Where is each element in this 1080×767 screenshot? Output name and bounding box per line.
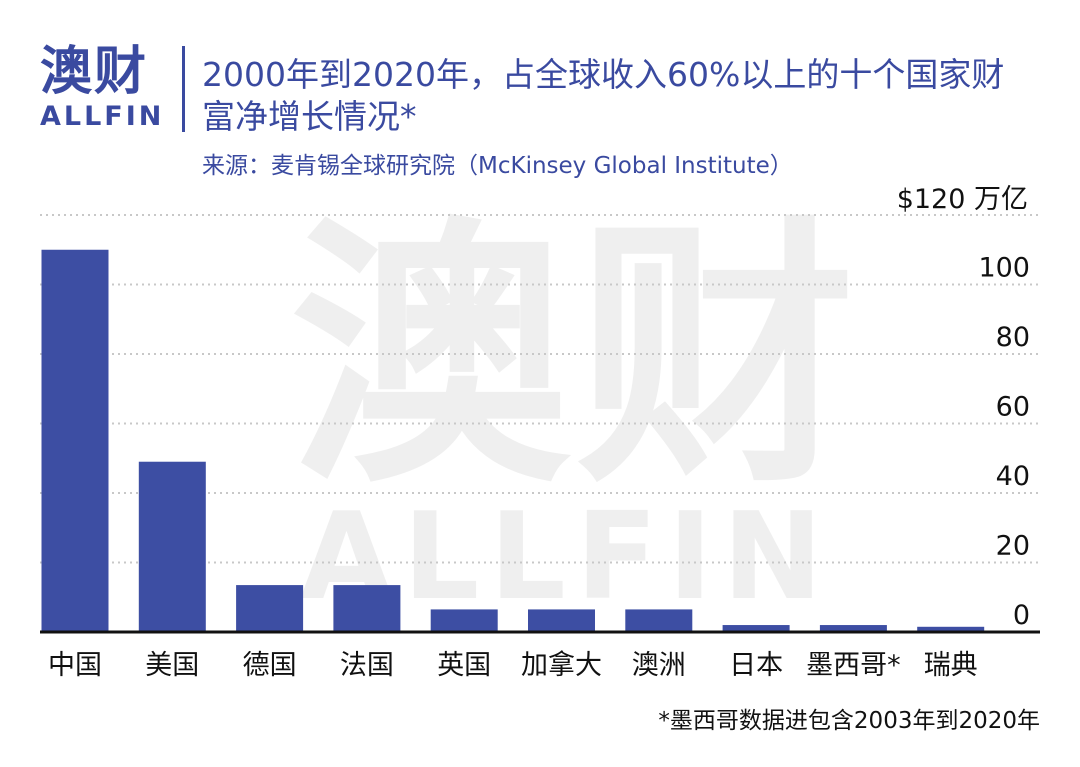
brand-logo-en: ALLFIN	[40, 101, 165, 132]
chart-title: 2000年到2020年，占全球收入60%以上的十个国家财富净增长情况*	[202, 55, 1005, 136]
bar	[819, 625, 887, 632]
x-tick-label: 日本	[729, 650, 783, 681]
bar	[625, 609, 693, 632]
x-tick-label: 美国	[145, 650, 199, 681]
bar	[138, 461, 206, 632]
y-tick-label: 100	[978, 253, 1030, 284]
x-tick-label: 德国	[243, 650, 297, 681]
watermark-logo-cn: 澳财	[290, 195, 862, 521]
y-tick-label: 0	[1013, 600, 1030, 631]
bar	[917, 626, 985, 632]
x-tick-label: 法国	[340, 650, 394, 681]
bar	[528, 609, 595, 632]
x-tick-label: 瑞典	[924, 650, 978, 681]
brand-logo-cn: 澳财	[40, 42, 149, 102]
bar	[236, 585, 304, 632]
brand-logo: 澳财 ALLFIN	[40, 44, 168, 132]
bar	[333, 585, 401, 632]
x-tick-label: 墨西哥*	[806, 650, 901, 681]
chart-source: 来源：麦肯锡全球研究院（McKinsey Global Institute）	[202, 153, 793, 179]
y-axis-unit-label: $120 万亿	[896, 184, 1028, 215]
x-tick-label: 澳洲	[632, 650, 686, 681]
bar	[430, 609, 498, 632]
y-tick-label: 80	[996, 322, 1030, 353]
x-tick-label: 英国	[437, 650, 491, 681]
bar	[722, 625, 790, 632]
footnote: *墨西哥数据进包含2003年到2020年	[658, 708, 1040, 734]
header-divider	[182, 46, 185, 132]
bar	[41, 249, 109, 632]
y-tick-label: 20	[996, 531, 1030, 562]
y-tick-label: 60	[996, 392, 1030, 423]
x-tick-label: 中国	[48, 650, 102, 681]
x-tick-label: 加拿大	[521, 650, 602, 681]
y-tick-label: 40	[996, 461, 1030, 492]
